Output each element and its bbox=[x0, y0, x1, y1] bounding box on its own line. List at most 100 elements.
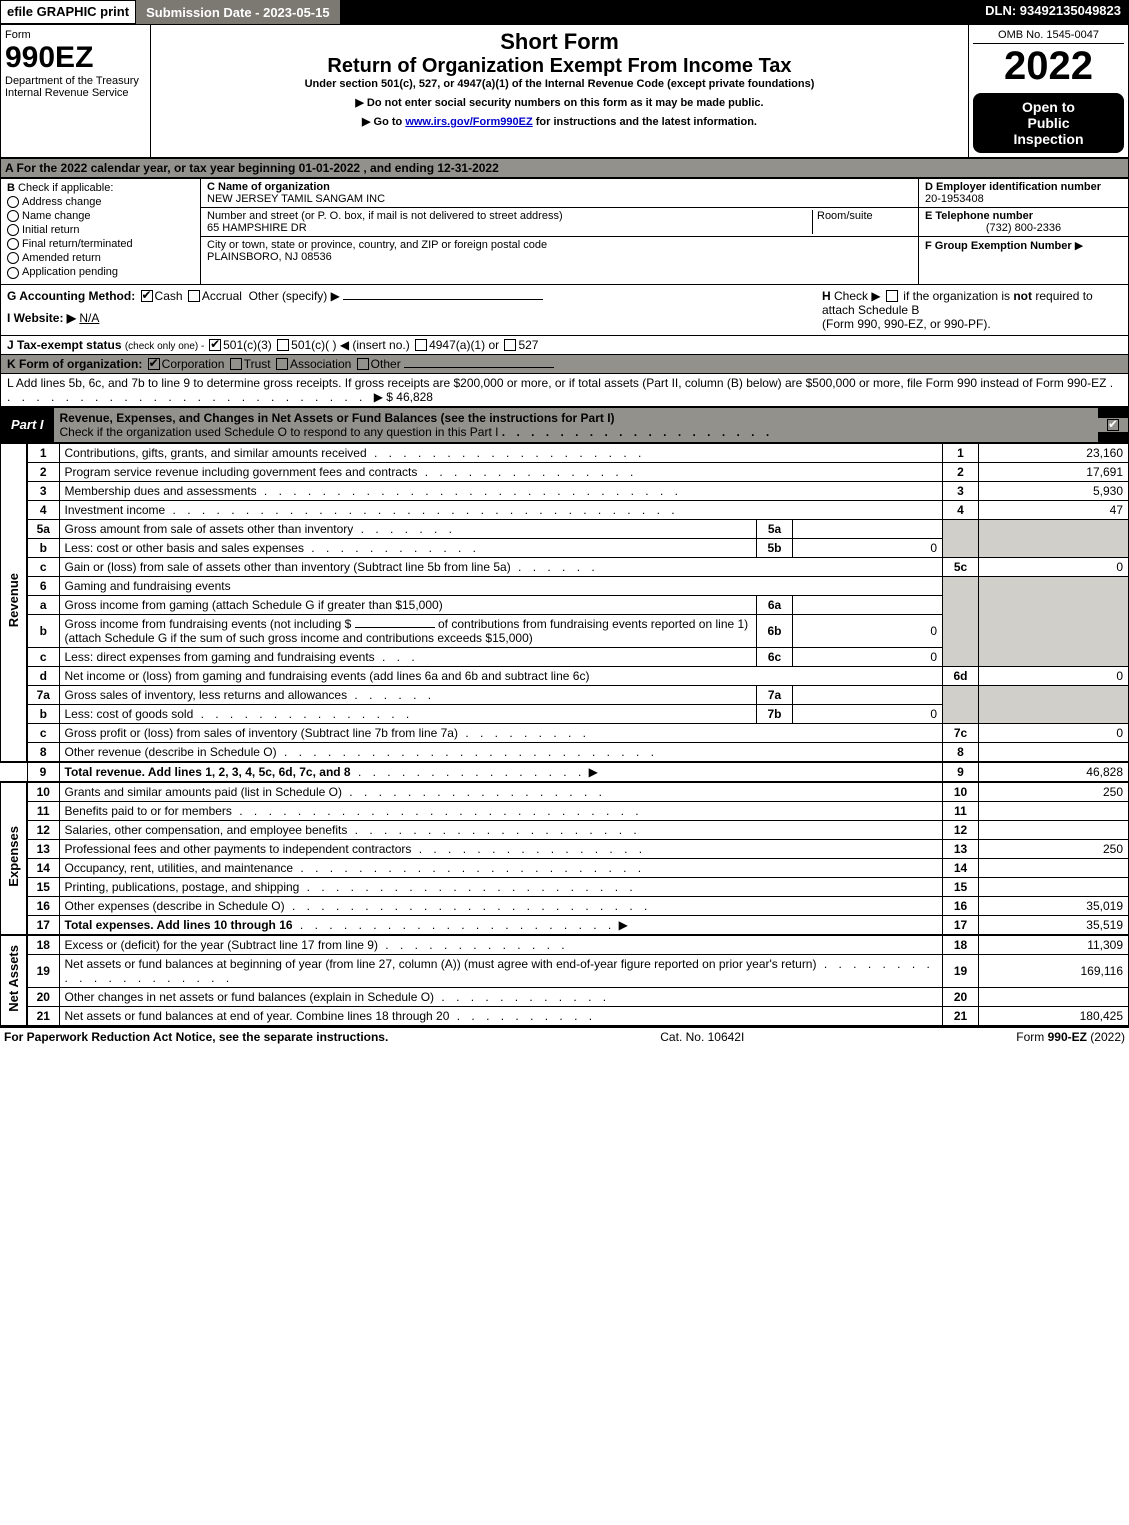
line-num: 21 bbox=[27, 1006, 59, 1025]
h-text1: Check ▶ bbox=[834, 289, 881, 303]
org-street: 65 HAMPSHIRE DR bbox=[207, 222, 812, 234]
topbar: efile GRAPHIC print Submission Date - 20… bbox=[0, 0, 1129, 24]
chk-501c[interactable] bbox=[277, 339, 289, 351]
i-website-label: I Website: ▶ bbox=[7, 311, 76, 325]
line-num: 5a bbox=[27, 519, 59, 538]
table-row: 5aGross amount from sale of assets other… bbox=[1, 519, 1129, 538]
table-row: 16Other expenses (describe in Schedule O… bbox=[1, 896, 1129, 915]
table-row: 12Salaries, other compensation, and empl… bbox=[1, 820, 1129, 839]
table-row: Revenue 1 Contributions, gifts, grants, … bbox=[1, 443, 1129, 462]
line-desc: Net assets or fund balances at end of ye… bbox=[65, 1009, 450, 1023]
chk-final-return[interactable] bbox=[7, 238, 19, 250]
line-desc: Excess or (deficit) for the year (Subtra… bbox=[65, 938, 378, 952]
line-rn: 20 bbox=[943, 987, 979, 1006]
opt-other-specify: Other (specify) ▶ bbox=[249, 289, 340, 303]
chk-other-org[interactable] bbox=[357, 358, 369, 370]
table-row: 3Membership dues and assessments . . . .… bbox=[1, 481, 1129, 500]
chk-sched-b[interactable] bbox=[886, 290, 898, 302]
footer-form-b: 990-EZ bbox=[1048, 1030, 1087, 1044]
other-specify-input[interactable] bbox=[343, 299, 543, 300]
section-b: B Check if applicable: Address change Na… bbox=[1, 179, 201, 284]
contrib-input[interactable] bbox=[355, 627, 435, 628]
short-form-title: Short Form bbox=[155, 29, 964, 55]
line-amt: 250 bbox=[979, 839, 1129, 858]
section-l: L Add lines 5b, 6c, and 7b to line 9 to … bbox=[0, 374, 1129, 407]
chk-4947[interactable] bbox=[415, 339, 427, 351]
line-amt: 169,116 bbox=[979, 954, 1129, 987]
sub-val bbox=[793, 595, 943, 614]
c-street-label: Number and street (or P. O. box, if mail… bbox=[207, 210, 812, 222]
line-desc: Total expenses. Add lines 10 through 16 bbox=[65, 918, 293, 932]
part1-header: Part I Revenue, Expenses, and Changes in… bbox=[0, 407, 1129, 443]
opt-address-change: Address change bbox=[22, 196, 102, 208]
sub-val: 0 bbox=[793, 647, 943, 666]
open-line1: Open to bbox=[979, 99, 1118, 115]
chk-corporation[interactable] bbox=[148, 358, 160, 370]
opt-name-change: Name change bbox=[22, 210, 91, 222]
chk-initial-return[interactable] bbox=[7, 224, 19, 236]
line-rn: 18 bbox=[943, 935, 979, 955]
table-row: 4Investment income . . . . . . . . . . .… bbox=[1, 500, 1129, 519]
chk-accrual[interactable] bbox=[188, 290, 200, 302]
table-row: c Gross profit or (loss) from sales of in… bbox=[1, 723, 1129, 742]
line-num: b bbox=[27, 538, 59, 557]
vside-netassets: Net Assets bbox=[6, 945, 21, 1012]
h-text4: (Form 990, 990-EZ, or 990-PF). bbox=[822, 317, 991, 331]
arrow-icon: ▶ bbox=[589, 765, 598, 779]
line-desc: Net income or (loss) from gaming and fun… bbox=[59, 666, 943, 685]
chk-address-change[interactable] bbox=[7, 196, 19, 208]
chk-527[interactable] bbox=[504, 339, 516, 351]
chk-schedule-o[interactable] bbox=[1107, 419, 1119, 431]
h-not: not bbox=[1013, 289, 1032, 303]
opt-application-pending: Application pending bbox=[22, 266, 118, 278]
h-label: H bbox=[822, 289, 831, 303]
line-desc: Gross sales of inventory, less returns a… bbox=[65, 688, 348, 702]
sub-num: 6b bbox=[757, 614, 793, 647]
sub-val bbox=[793, 685, 943, 704]
table-row: 21 Net assets or fund balances at end of … bbox=[1, 1006, 1129, 1025]
irs-link[interactable]: www.irs.gov/Form990EZ bbox=[405, 116, 532, 128]
line-desc: Program service revenue including govern… bbox=[65, 465, 418, 479]
d-ein-label: D Employer identification number bbox=[925, 181, 1122, 193]
e-phone-label: E Telephone number bbox=[925, 210, 1122, 222]
l-amount: ▶ $ 46,828 bbox=[374, 390, 433, 404]
chk-trust[interactable] bbox=[230, 358, 242, 370]
line-amt: 0 bbox=[979, 666, 1129, 685]
org-name: NEW JERSEY TAMIL SANGAM INC bbox=[207, 193, 912, 205]
chk-association[interactable] bbox=[276, 358, 288, 370]
line-num: 20 bbox=[27, 987, 59, 1006]
line-desc: Membership dues and assessments bbox=[65, 484, 257, 498]
chk-application-pending[interactable] bbox=[7, 267, 19, 279]
line-desc: Gross profit or (loss) from sales of inv… bbox=[65, 726, 458, 740]
line-rn: 3 bbox=[943, 481, 979, 500]
vside-expenses: Expenses bbox=[6, 826, 21, 887]
line-desc: Gaming and fundraising events bbox=[59, 576, 943, 595]
line-desc: Less: cost or other basis and sales expe… bbox=[65, 541, 304, 555]
footer-form-c: (2022) bbox=[1087, 1030, 1125, 1044]
chk-amended-return[interactable] bbox=[7, 252, 19, 264]
open-line2: Public bbox=[979, 115, 1118, 131]
g-label: G Accounting Method: bbox=[7, 289, 135, 303]
part1-sub: Check if the organization used Schedule … bbox=[60, 425, 499, 439]
line-num: 4 bbox=[27, 500, 59, 519]
line-num: 17 bbox=[27, 915, 59, 935]
sub-val: 0 bbox=[793, 704, 943, 723]
line-desc: Other revenue (describe in Schedule O) bbox=[65, 745, 277, 759]
line-rn: 12 bbox=[943, 820, 979, 839]
j-sub: (check only one) - bbox=[125, 341, 207, 352]
other-org-input[interactable] bbox=[404, 367, 554, 368]
line-num: c bbox=[27, 723, 59, 742]
chk-name-change[interactable] bbox=[7, 210, 19, 222]
instr-ssn: ▶ Do not enter social security numbers o… bbox=[155, 96, 964, 109]
chk-cash[interactable] bbox=[141, 290, 153, 302]
efile-print-button[interactable]: efile GRAPHIC print bbox=[0, 0, 136, 24]
line-num: 3 bbox=[27, 481, 59, 500]
line-desc: Professional fees and other payments to … bbox=[65, 842, 412, 856]
line-desc: Printing, publications, postage, and shi… bbox=[65, 880, 300, 894]
open-line3: Inspection bbox=[979, 131, 1118, 147]
line-num: 19 bbox=[27, 954, 59, 987]
arrow-icon: ▶ bbox=[619, 918, 628, 932]
sub-val bbox=[793, 519, 943, 538]
line-rn: 7c bbox=[943, 723, 979, 742]
chk-501c3[interactable] bbox=[209, 339, 221, 351]
